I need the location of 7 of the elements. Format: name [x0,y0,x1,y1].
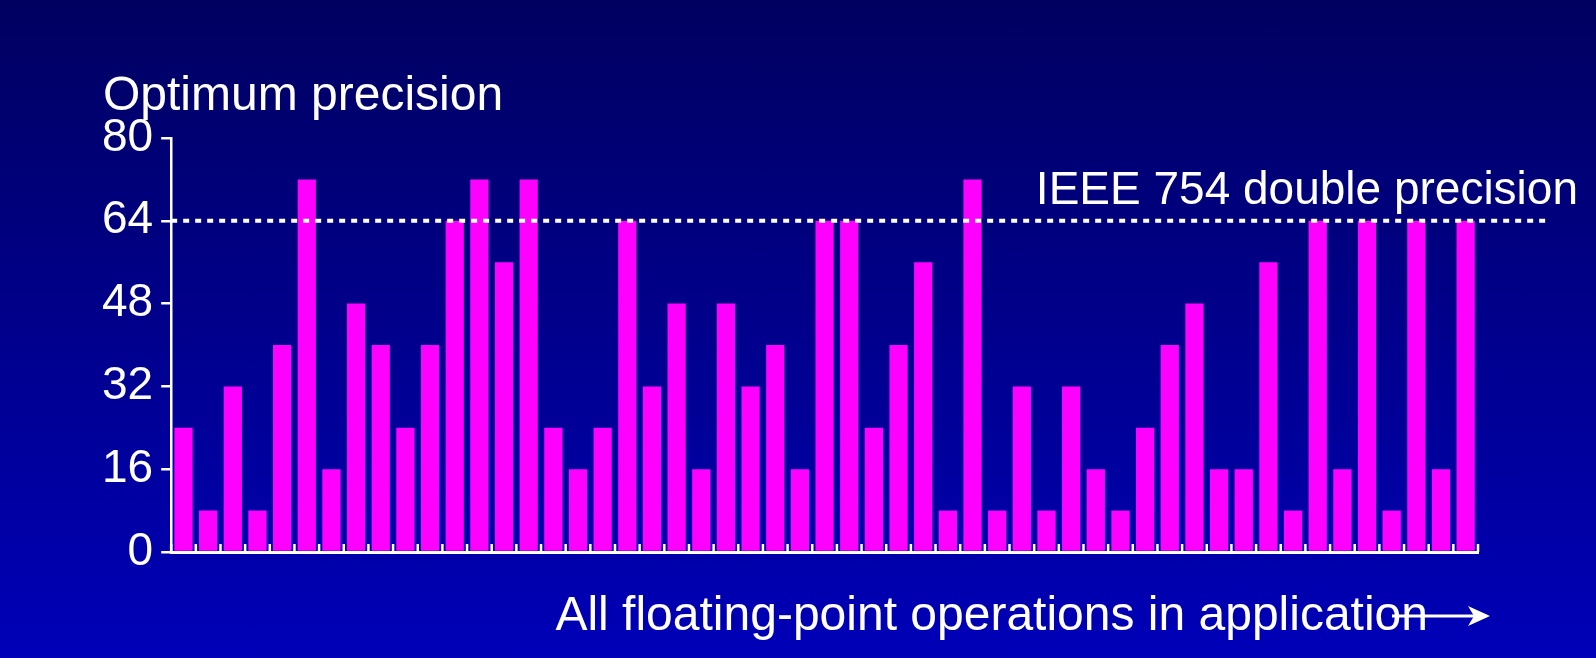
ref-line-label: IEEE 754 double precision [1035,162,1578,215]
y-tick-label: 64 [101,191,154,244]
y-tick-label: 32 [101,357,154,410]
y-tick-label: 48 [101,274,154,327]
y-tick-label: 0 [127,522,154,575]
y-tick-label: 16 [101,439,154,492]
x-axis-title: All floating-point operations in application [555,587,1428,640]
